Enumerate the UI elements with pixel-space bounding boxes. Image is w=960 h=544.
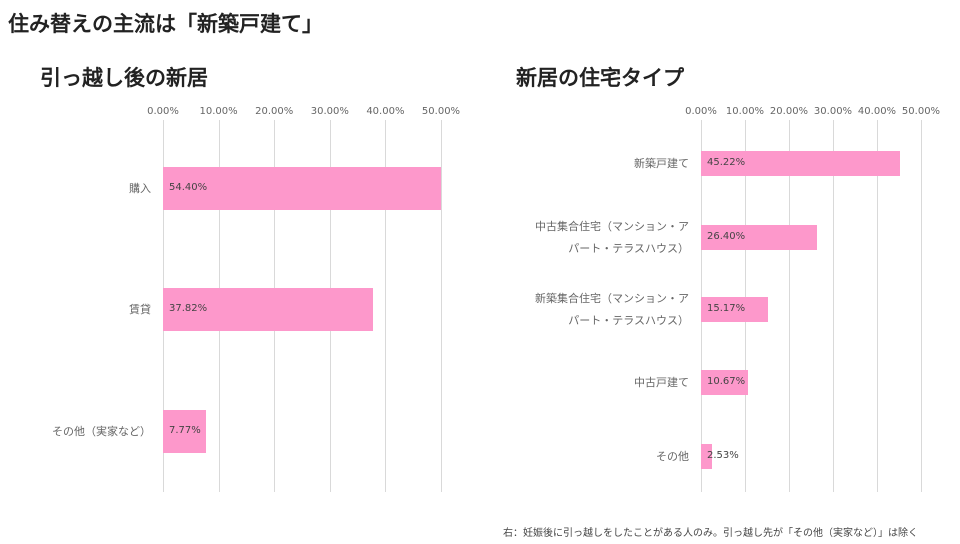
gridline <box>921 120 922 492</box>
gridline <box>877 120 878 492</box>
category-label: 賃貸 <box>129 302 151 316</box>
category-label: その他（実家など） <box>52 424 151 438</box>
data-label: 54.40% <box>169 181 208 193</box>
x-tick-label: 20.00% <box>255 106 294 117</box>
bar <box>163 410 207 453</box>
data-label: 10.67% <box>707 375 746 387</box>
gridline <box>833 120 834 492</box>
category-label: 中古戸建て <box>634 375 689 389</box>
bar <box>701 225 818 250</box>
chart-title: 新居の住宅タイプ <box>516 66 684 90</box>
bar <box>701 151 900 176</box>
page-title: 住み替えの主流は「新築戸建て」 <box>8 12 323 36</box>
data-label: 37.82% <box>169 302 208 314</box>
bar <box>701 297 768 322</box>
footnote: 右：妊娠後に引っ越しをしたことがある人のみ。引っ越し先が「その他（実家など）」は… <box>503 528 918 539</box>
bar <box>163 288 374 331</box>
x-tick-label: 40.00% <box>366 106 405 117</box>
data-label: 26.40% <box>707 230 746 242</box>
x-tick-label: 50.00% <box>901 106 941 117</box>
data-label: 2.53% <box>707 449 739 461</box>
gridline <box>789 120 790 492</box>
x-tick-label: 0.00% <box>685 106 717 117</box>
x-tick-label: 10.00% <box>199 106 238 117</box>
x-tick-label: 10.00% <box>725 106 765 117</box>
x-tick-label: 30.00% <box>310 106 349 117</box>
x-tick-label: 40.00% <box>857 106 897 117</box>
data-label: 15.17% <box>707 302 746 314</box>
x-tick-label: 20.00% <box>769 106 809 117</box>
bar <box>163 167 441 210</box>
x-tick-label: 50.00% <box>421 106 461 117</box>
category-label: その他 <box>656 449 689 463</box>
gridline <box>441 120 442 492</box>
bar <box>701 370 748 395</box>
bar <box>701 444 713 469</box>
data-label: 45.22% <box>707 156 746 168</box>
category-label: 新築集合住宅（マンション・ア パート・テラスハウス） <box>535 291 689 327</box>
chart-title: 引っ越し後の新居 <box>40 66 208 90</box>
gridline <box>385 120 387 492</box>
category-label: 新築戸建て <box>634 156 689 170</box>
category-label: 購入 <box>129 181 151 195</box>
category-label: 中古集合住宅（マンション・ア パート・テラスハウス） <box>535 219 689 255</box>
x-tick-label: 0.00% <box>147 106 179 117</box>
data-label: 7.77% <box>169 424 201 436</box>
x-tick-label: 30.00% <box>813 106 853 117</box>
